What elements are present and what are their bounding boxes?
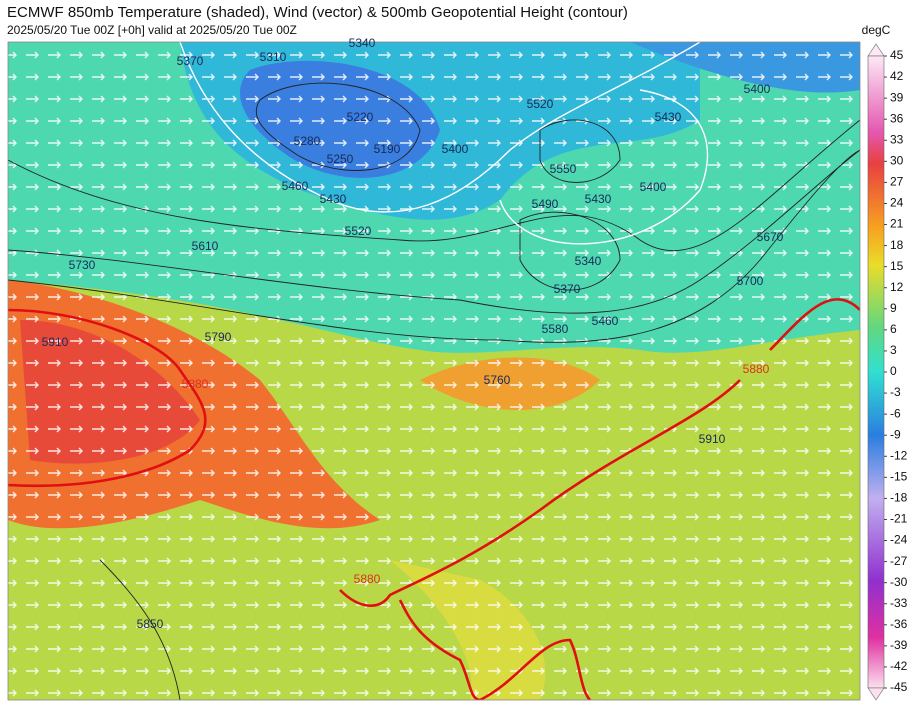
contour-label: 5370 bbox=[554, 282, 581, 296]
contour-label: 5910 bbox=[42, 335, 69, 349]
contour-label: 5910 bbox=[699, 432, 726, 446]
colorbar-bottom bbox=[867, 687, 885, 701]
contour-label: 5460 bbox=[592, 314, 619, 328]
contour-label: 5730 bbox=[69, 258, 96, 272]
contour-label: 5880 bbox=[182, 377, 209, 391]
contour-label: 5880 bbox=[743, 362, 770, 376]
contour-label: 5580 bbox=[542, 322, 569, 336]
colorbar-tick-label: 6 bbox=[890, 322, 897, 336]
contour-label: 5550 bbox=[550, 162, 577, 176]
contour-label: 5310 bbox=[260, 50, 287, 64]
colorbar-tick-label: 42 bbox=[890, 69, 904, 83]
contour-label: 5670 bbox=[757, 230, 784, 244]
colorbar-tick-label: 0 bbox=[890, 364, 897, 378]
colorbar-tick-label: -3 bbox=[890, 385, 901, 399]
contour-label: 5610 bbox=[192, 239, 219, 253]
contour-label: 5190 bbox=[374, 142, 401, 156]
contour-label: 5850 bbox=[137, 617, 164, 631]
subtitle: 2025/05/20 Tue 00Z [+0h] valid at 2025/0… bbox=[7, 23, 297, 37]
contour-label: 5880 bbox=[354, 572, 381, 586]
contour-label: 5280 bbox=[294, 134, 321, 148]
colorbar-label: degC bbox=[862, 23, 891, 37]
colorbar-tick-label: -12 bbox=[890, 448, 908, 462]
contour-label: 5760 bbox=[484, 373, 511, 387]
colorbar-tick-label: -45 bbox=[890, 680, 908, 694]
colorbar-tick-label: 36 bbox=[890, 111, 904, 125]
colorbar-tick-label: -27 bbox=[890, 554, 908, 568]
colorbar-tick-label: 33 bbox=[890, 132, 904, 146]
contour-label: 5520 bbox=[527, 97, 554, 111]
contour-label: 5340 bbox=[349, 36, 376, 50]
contour-label: 5340 bbox=[575, 254, 602, 268]
colorbar-tick-label: 15 bbox=[890, 259, 904, 273]
colorbar-tick-label: -18 bbox=[890, 491, 908, 505]
contour-label: 5400 bbox=[442, 142, 469, 156]
contour-label: 5430 bbox=[585, 192, 612, 206]
colorbar-tick-label: 21 bbox=[890, 217, 904, 231]
colorbar-tick-label: -42 bbox=[890, 659, 908, 673]
colorbar-top bbox=[867, 43, 885, 57]
colorbar-tick-label: -9 bbox=[890, 427, 901, 441]
contour-label: 5700 bbox=[737, 274, 764, 288]
colorbar-tick-label: -36 bbox=[890, 617, 908, 631]
contour-label: 5490 bbox=[532, 197, 559, 211]
map bbox=[8, 42, 860, 700]
colorbar-tick-label: 24 bbox=[890, 196, 904, 210]
contour-label: 5430 bbox=[320, 192, 347, 206]
colorbar-tick-label: 30 bbox=[890, 154, 904, 168]
colorbar bbox=[867, 55, 885, 689]
colorbar-tick-label: -30 bbox=[890, 575, 908, 589]
colorbar-tick-label: -24 bbox=[890, 533, 908, 547]
colorbar-tick-label: 39 bbox=[890, 90, 904, 104]
contour-label: 5520 bbox=[345, 224, 372, 238]
contour-label: 5430 bbox=[655, 110, 682, 124]
contour-label: 5790 bbox=[205, 330, 232, 344]
map-frame bbox=[7, 41, 861, 701]
colorbar-tick-label: -21 bbox=[890, 512, 908, 526]
contour-label: 5370 bbox=[177, 54, 204, 68]
colorbar-tick-label: 27 bbox=[890, 175, 904, 189]
contour-label: 5400 bbox=[744, 82, 771, 96]
colorbar-tick-label: 12 bbox=[890, 280, 904, 294]
colorbar-tick-label: -33 bbox=[890, 596, 908, 610]
colorbar-tick-label: 18 bbox=[890, 238, 904, 252]
colorbar-tick-label: 9 bbox=[890, 301, 897, 315]
colorbar-tick-label: 45 bbox=[890, 48, 904, 62]
contour-label: 5220 bbox=[347, 110, 374, 124]
colorbar-tick-label: -39 bbox=[890, 638, 908, 652]
colorbar-tick-label: -15 bbox=[890, 470, 908, 484]
contour-label: 5460 bbox=[282, 179, 309, 193]
contour-label: 5400 bbox=[640, 180, 667, 194]
colorbar-tick-label: -6 bbox=[890, 406, 901, 420]
colorbar-tick-label: 3 bbox=[890, 343, 897, 357]
contour-label: 5250 bbox=[327, 152, 354, 166]
title: ECMWF 850mb Temperature (shaded), Wind (… bbox=[7, 4, 628, 21]
